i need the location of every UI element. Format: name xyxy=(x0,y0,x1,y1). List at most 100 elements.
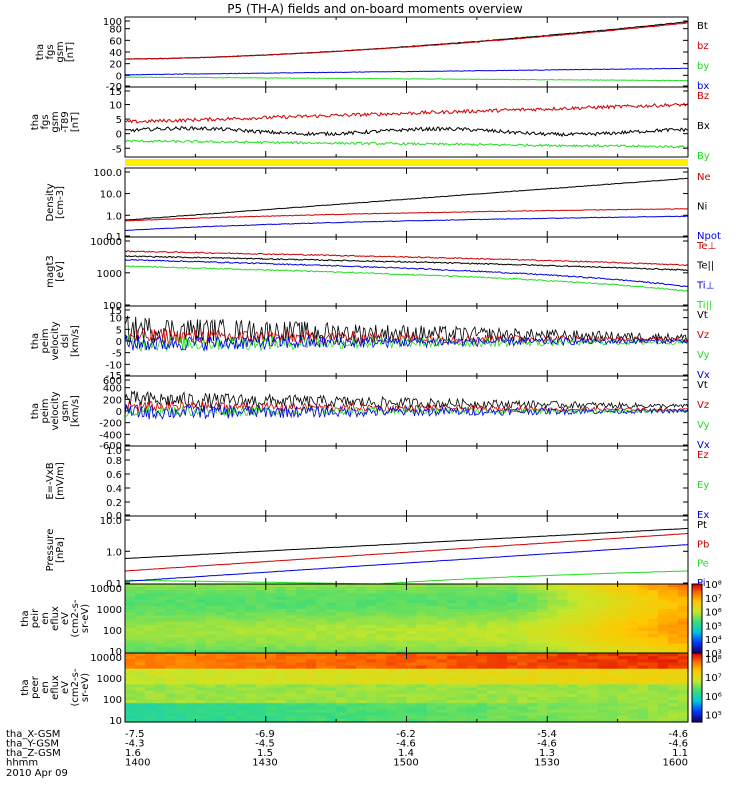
heatmap-cell xyxy=(215,599,227,604)
heatmap-cell xyxy=(436,690,448,695)
heatmap-cell xyxy=(376,675,387,679)
heatmap-cell xyxy=(275,712,287,717)
heatmap-cell xyxy=(597,587,609,591)
heatmap-cell xyxy=(356,615,367,620)
heatmap-cell xyxy=(547,627,558,632)
heatmap-cell xyxy=(637,671,649,676)
heatmap-cell xyxy=(396,593,408,598)
heatmap-cell xyxy=(265,718,277,723)
orbit-value: 1.5 xyxy=(257,748,273,759)
heatmap-cell xyxy=(386,590,398,594)
heatmap-cell xyxy=(125,615,136,620)
heatmap-cell xyxy=(446,615,458,620)
heatmap-cell xyxy=(195,587,207,591)
heatmap-cell xyxy=(316,621,327,626)
heatmap-cell xyxy=(386,709,398,714)
heatmap-cell xyxy=(587,602,599,607)
heatmap-cell xyxy=(165,649,176,654)
heatmap-cell xyxy=(446,631,458,635)
heatmap-cell xyxy=(215,590,227,594)
heatmap-cell xyxy=(476,596,488,601)
legend-Vt: Vt xyxy=(697,380,708,391)
heatmap-cell xyxy=(255,671,267,676)
heatmap-cell xyxy=(607,637,619,641)
heatmap-cell xyxy=(677,687,689,692)
heatmap-cell xyxy=(346,678,357,682)
heatmap-cell xyxy=(426,596,438,601)
heatmap-cell xyxy=(627,587,639,591)
heatmap-cell xyxy=(446,659,458,663)
heatmap-cell xyxy=(225,587,237,591)
heatmap-cell xyxy=(275,671,287,676)
heatmap-cell xyxy=(326,700,337,704)
heatmap-cell xyxy=(235,703,247,707)
heatmap-cell xyxy=(587,627,599,632)
heatmap-cell xyxy=(617,615,629,620)
panel-9-ylabel: eflux xyxy=(50,675,61,700)
heatmap-cell xyxy=(316,706,327,710)
heatmap-cell xyxy=(215,602,227,607)
heatmap-cell xyxy=(376,621,387,626)
heatmap-cell xyxy=(235,606,247,610)
heatmap-cell xyxy=(587,659,599,663)
heatmap-cell xyxy=(155,621,166,626)
heatmap-cell xyxy=(436,706,448,710)
heatmap-cell xyxy=(547,643,558,648)
heatmap-cell xyxy=(316,587,327,591)
heatmap-cell xyxy=(637,653,649,657)
heatmap-cell xyxy=(386,718,398,723)
heatmap-cell xyxy=(155,665,166,670)
heatmap-cell xyxy=(657,646,669,651)
heatmap-cell xyxy=(406,618,418,623)
heatmap-cell xyxy=(527,706,538,710)
heatmap-cell xyxy=(607,678,619,682)
series-line-By xyxy=(124,139,689,149)
heatmap-cell xyxy=(406,656,418,660)
heatmap-cell xyxy=(245,718,257,723)
colorbar-step xyxy=(692,635,702,639)
series-line-Bz xyxy=(124,102,689,124)
heatmap-cell xyxy=(306,681,317,685)
heatmap-cell xyxy=(557,624,568,629)
heatmap-cell xyxy=(597,584,609,588)
heatmap-cell xyxy=(627,718,639,723)
heatmap-cell xyxy=(567,627,579,632)
heatmap-cell xyxy=(476,602,488,607)
heatmap-cell xyxy=(285,696,297,701)
ytick-label: -600 xyxy=(99,441,122,452)
heatmap-cell xyxy=(517,602,528,607)
heatmap-cell xyxy=(456,665,468,670)
heatmap-cell xyxy=(406,718,418,723)
heatmap-cell xyxy=(507,609,518,613)
heatmap-cell xyxy=(517,709,528,714)
ytick-label: -20 xyxy=(106,82,122,93)
heatmap-cell xyxy=(406,587,418,591)
heatmap-cell xyxy=(175,718,186,723)
heatmap-cell xyxy=(175,606,186,610)
heatmap-cell xyxy=(426,700,438,704)
heatmap-cell xyxy=(386,649,398,654)
heatmap-cell xyxy=(295,612,307,616)
colorbar-step xyxy=(692,640,702,644)
series-line-Te|| xyxy=(124,255,689,272)
heatmap-cell xyxy=(507,631,518,635)
heatmap-cell xyxy=(456,590,468,594)
heatmap-cell xyxy=(306,700,317,704)
heatmap-cell xyxy=(135,584,146,588)
ytick-label: 400 xyxy=(103,384,122,395)
heatmap-cell xyxy=(517,703,528,707)
heatmap-cell xyxy=(145,703,156,707)
heatmap-cell xyxy=(135,615,146,620)
heatmap-cell xyxy=(657,596,669,601)
ytick-label: 0 xyxy=(116,71,122,82)
heatmap-cell xyxy=(517,700,528,704)
heatmap-cell xyxy=(627,668,639,673)
heatmap-cell xyxy=(285,678,297,682)
heatmap-cell xyxy=(416,671,428,676)
heatmap-cell xyxy=(446,681,458,685)
heatmap-cell xyxy=(627,662,639,667)
heatmap-cell xyxy=(507,637,518,641)
heatmap-cell xyxy=(356,693,367,698)
heatmap-cell xyxy=(627,631,639,635)
